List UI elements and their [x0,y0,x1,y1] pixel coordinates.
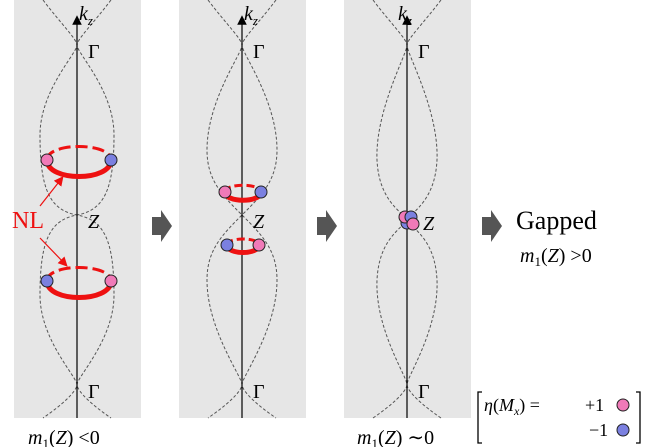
panel-3: kz Γ Z Γ m1(Z) ∼0 [344,0,471,447]
panel-1: kz Γ Z Γ NL m1(Z) <0 [12,0,141,447]
legend-minus-value: −1 [589,420,608,440]
panel-2-gamma-bottom: Γ [253,381,265,403]
panel-1-nodal-ring-upper [40,145,118,179]
plus-marker [104,274,118,288]
legend-eta-label: η(Mx) = [484,395,540,418]
gapped-label: Gapped [516,206,597,235]
plus-marker [406,217,420,231]
panel-2-gamma-top: Γ [253,41,265,63]
plus-marker [252,238,266,252]
panel-3-merged-points [398,210,420,231]
nl-label: NL [12,208,44,234]
legend-bracket-right [636,391,641,444]
eta-legend: η(Mx) = +1 −1 [477,391,641,444]
panel-1-caption: m1(Z) <0 [28,427,100,447]
panel-2: kz Γ Z Γ [179,0,306,419]
panel-1-z-label: Z [88,211,100,233]
legend-bracket-left [477,391,482,444]
panel-3-gamma-bottom: Γ [418,381,430,403]
legend-minus-marker [616,423,630,437]
minus-marker [220,238,234,252]
legend-plus-marker [616,398,630,412]
nl-arrow-lower [39,237,68,267]
minus-marker [254,185,268,199]
plus-marker [40,153,54,167]
legend-plus-value: +1 [585,395,604,415]
panel-2-z-label: Z [253,211,265,233]
panel-1-gamma-bottom: Γ [88,381,100,403]
transition-arrow-3 [482,210,502,242]
panel-1-nodal-ring-lower [40,266,118,300]
panel-3-z-label: Z [423,213,435,235]
panel-2-nodal-ring-lower [220,237,266,255]
panel-3-caption: m1(Z) ∼0 [357,427,434,447]
plus-marker [218,185,232,199]
panel-3-gamma-top: Γ [418,41,430,63]
transition-arrow-2 [317,210,337,242]
minus-marker [104,153,118,167]
panel-2-nodal-ring-upper [218,183,268,203]
nl-arrow-upper [39,176,64,207]
gapped-condition: m1(Z) >0 [520,245,592,269]
minus-marker [40,274,54,288]
transition-arrow-1 [152,210,172,242]
panel-1-gamma-top: Γ [88,41,100,63]
